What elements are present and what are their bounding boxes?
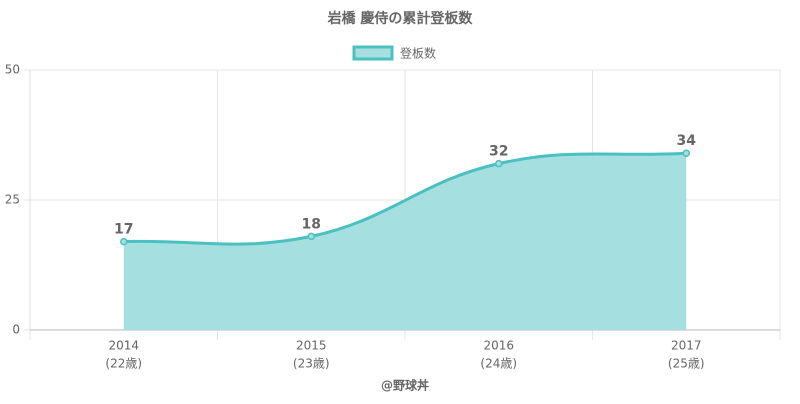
y-tick-label: 50 <box>5 63 20 77</box>
x-tick-label: 2017 <box>671 339 702 353</box>
point <box>682 149 690 157</box>
point <box>495 159 503 168</box>
chart-title: 岩橋 慶侍の累計登板数 <box>327 10 474 27</box>
x-tick-sublabel: (23歳) <box>293 357 330 371</box>
value-label: 17 <box>114 222 133 238</box>
x-tick-sublabel: (22歳) <box>105 357 142 371</box>
value-label: 18 <box>302 216 321 232</box>
x-tick-label: 2014 <box>108 339 139 353</box>
point <box>307 232 315 241</box>
x-axis-title: @野球丼 <box>381 378 429 393</box>
y-tick-label: 25 <box>5 193 20 207</box>
x-tick-label: 2015 <box>296 339 327 353</box>
x-tick-sublabel: (24歳) <box>480 357 517 371</box>
legend-label: 登板数 <box>400 46 436 61</box>
y-tick-label: 0 <box>12 323 20 337</box>
line <box>123 151 687 246</box>
value-label: 32 <box>489 144 508 160</box>
x-tick-sublabel: (25歳) <box>668 357 705 371</box>
legend-swatch <box>352 45 394 61</box>
value-label: 34 <box>677 133 697 149</box>
area-fill <box>123 153 687 330</box>
point <box>120 237 128 246</box>
x-tick-label: 2016 <box>483 339 514 353</box>
